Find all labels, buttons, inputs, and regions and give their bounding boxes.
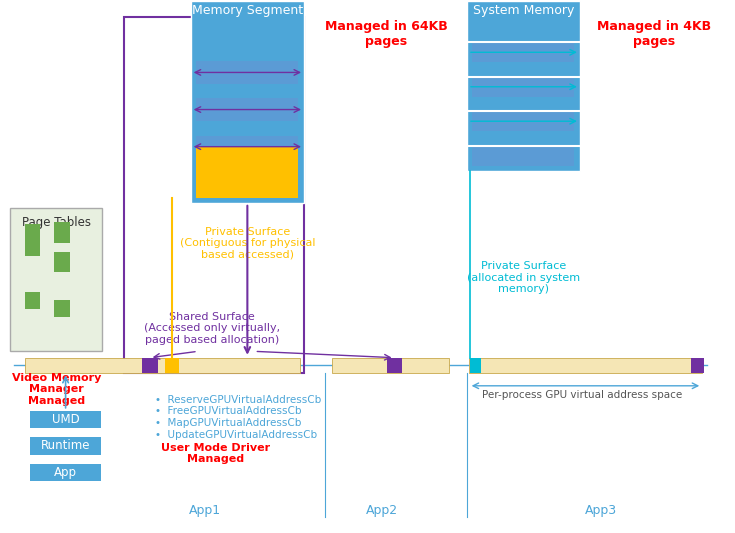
Bar <box>165 358 179 373</box>
Text: Private Surface
(Contiguous for physical
based accessed): Private Surface (Contiguous for physical… <box>179 227 315 260</box>
Bar <box>123 17 304 373</box>
Bar <box>54 300 70 317</box>
Bar <box>467 2 580 171</box>
Bar <box>387 358 402 373</box>
Text: System Memory: System Memory <box>473 4 574 17</box>
Text: App1: App1 <box>189 504 221 517</box>
Bar <box>196 147 298 198</box>
Bar <box>473 77 574 97</box>
Bar <box>24 224 40 256</box>
Text: User Mode Driver
Managed: User Mode Driver Managed <box>161 442 270 464</box>
Bar <box>469 358 702 373</box>
Text: UMD: UMD <box>51 413 79 426</box>
Bar <box>191 2 304 203</box>
Text: Shared Surface
(Accessed only virtually,
paged based allocation): Shared Surface (Accessed only virtually,… <box>144 312 280 345</box>
Bar <box>24 358 301 373</box>
Bar <box>473 42 574 62</box>
Bar <box>470 358 481 373</box>
Bar <box>473 111 574 131</box>
Bar <box>54 222 70 243</box>
Text: •  MapGPUVirtualAddressCb: • MapGPUVirtualAddressCb <box>155 418 302 428</box>
Text: App2: App2 <box>366 504 398 517</box>
Bar <box>142 358 157 373</box>
Text: Runtime: Runtime <box>41 440 90 453</box>
Bar <box>24 292 40 309</box>
Bar <box>30 464 101 481</box>
Text: Per-process GPU virtual address space: Per-process GPU virtual address space <box>481 390 682 400</box>
Bar <box>691 358 703 373</box>
Bar <box>332 358 449 373</box>
Text: •  FreeGPUVirtualAddressCb: • FreeGPUVirtualAddressCb <box>155 407 302 416</box>
Text: App: App <box>54 466 77 479</box>
Bar <box>196 99 298 120</box>
Bar <box>196 61 298 84</box>
Bar <box>473 146 574 166</box>
Text: Managed in 64KB
pages: Managed in 64KB pages <box>325 20 448 48</box>
Text: •  ReserveGPUVirtualAddressCb: • ReserveGPUVirtualAddressCb <box>155 395 322 405</box>
Text: •  UpdateGPUVirtualAddressCb: • UpdateGPUVirtualAddressCb <box>155 430 318 440</box>
Text: Managed in 4KB
pages: Managed in 4KB pages <box>598 20 711 48</box>
Bar <box>30 437 101 455</box>
Bar <box>10 208 102 351</box>
Bar <box>54 252 70 272</box>
Text: Memory Segment: Memory Segment <box>192 4 303 17</box>
Bar <box>196 135 298 158</box>
Text: App3: App3 <box>585 504 617 517</box>
Text: Page Tables: Page Tables <box>22 216 91 229</box>
Bar <box>30 411 101 428</box>
Text: Video Memory
Manager
Managed: Video Memory Manager Managed <box>12 373 101 406</box>
Text: Private Surface
(allocated in system
memory): Private Surface (allocated in system mem… <box>467 261 580 294</box>
